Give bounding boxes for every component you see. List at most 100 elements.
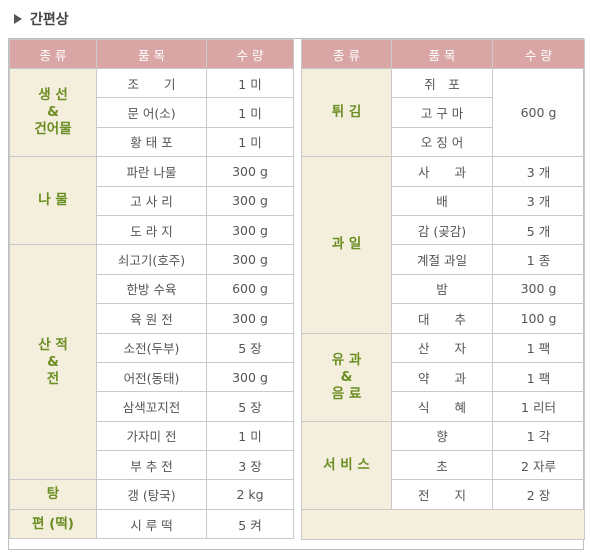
table-row: 탕 갱 (탕국) 2 kg [9,479,294,510]
table-row: 삼색꼬지전 5 장 [10,391,294,422]
category-label: 음 료 [331,385,362,402]
category-label: & [47,353,59,370]
item-cell: 가자미 전 [96,420,207,452]
item-cell: 어전(동태) [96,361,207,393]
quantity-cell: 300 g [206,185,294,216]
section-title: 간편상 [14,9,69,29]
quantity-cell: 5 장 [206,391,294,422]
quantity-cell: 5 개 [492,214,585,246]
left-category-header: 종 류 [9,39,97,69]
item-cell: 사 과 [391,156,493,187]
quantity-cell: 600 g [206,273,294,305]
quantity-cell: 5 장 [206,332,294,363]
quantity-cell: 300 g [206,214,294,246]
quantity-cell: 1 미 [206,67,294,99]
quantity-cell: 5 켜 [206,508,294,540]
category-cell: 편 (떡) [9,508,97,540]
item-cell: 오 징 어 [391,126,493,158]
item-cell: 쇠고기(호주) [96,244,207,275]
quantity-cell: 300 g [206,303,294,334]
item-cell: 육 원 전 [96,303,207,334]
quantity-cell: 2 장 [492,479,585,510]
category-label: 탕 [46,486,60,503]
quantity-cell: 1 각 [492,420,585,452]
item-cell: 약 과 [391,361,493,393]
category-label: & [340,368,353,385]
quantity-cell: 1 미 [206,97,294,128]
table-row: 도 라 지 300 g [10,214,294,246]
quantity-cell: 600 g [492,67,585,158]
table-row: 어전(동태) 300 g [10,361,294,393]
item-cell: 도 라 지 [96,214,207,246]
table-row: 밤 300 g [302,273,585,305]
item-cell: 향 [391,420,493,452]
item-cell: 시 루 떡 [96,508,207,540]
category-label: 편 (떡) [32,515,74,532]
item-cell: 밤 [391,273,493,305]
quantity-cell: 1 미 [206,126,294,158]
table-row: 감 (곶감) 5 개 [302,214,585,246]
table-row: 문 어(소) 1 미 [10,97,294,128]
category-label: 건어물 [34,121,72,138]
right-quantity-header: 수 량 [492,39,585,69]
item-cell: 삼색꼬지전 [96,391,207,422]
quantity-cell: 3 개 [492,156,585,187]
item-cell: 쥐 포 [391,67,493,99]
category-label: 과 일 [331,236,362,253]
category-cell: 산 적 & 전 [9,244,97,481]
item-cell: 조 기 [96,67,207,99]
item-cell: 대 추 [391,303,493,334]
quantity-cell: 1 종 [492,244,585,275]
quantity-cell: 2 kg [206,479,294,510]
left-quantity-header: 수 량 [206,39,294,69]
item-cell: 소전(두부) [96,332,207,363]
table-row: 튀 김 쥐 포 600 g [301,67,585,158]
quantity-cell: 3 장 [206,450,294,481]
quantity-cell: 1 팩 [492,361,585,393]
quantity-cell: 300 g [206,361,294,393]
table-row: 한방 수육 600 g [10,273,294,305]
category-cell: 나 물 [9,156,97,246]
category-cell: 튀 김 [301,67,392,158]
category-label: & [47,104,59,121]
category-cell: 서 비 스 [301,420,392,510]
item-cell: 고 구 마 [391,97,493,128]
category-label: 튀 김 [331,104,362,121]
item-cell: 계절 과일 [391,244,493,275]
table-row: 오 징 어 [302,126,585,158]
item-cell: 갱 (탕국) [96,479,207,510]
quantity-cell: 1 팩 [492,332,585,363]
item-cell: 파란 나물 [96,156,207,187]
left-item-header: 품 목 [96,39,207,69]
quantity-cell: 100 g [492,303,585,334]
table-row: 나 물 파란 나물 300 g [9,156,294,246]
category-cell: 탕 [9,479,97,510]
right-category-header: 종 류 [301,39,392,69]
item-cell: 산 자 [391,332,493,363]
item-cell: 식 혜 [391,391,493,422]
item-cell: 배 [391,185,493,216]
category-label: 서 비 스 [323,456,370,473]
empty-cell [301,508,585,541]
right-item-header: 품 목 [391,39,493,69]
quantity-cell: 1 미 [206,420,294,452]
quantity-cell: 1 리터 [492,391,585,422]
category-cell: 생 선 & 건어물 [9,67,97,158]
quantity-cell: 2 자루 [492,450,585,481]
item-cell: 감 (곶감) [391,214,493,246]
category-label: 생 선 [38,87,68,104]
table-row: 산 적 & 전 쇠고기(호주) 300 g [9,244,294,481]
table-row: 계절 과일 1 종 [302,244,585,275]
item-cell: 부 추 전 [96,450,207,481]
